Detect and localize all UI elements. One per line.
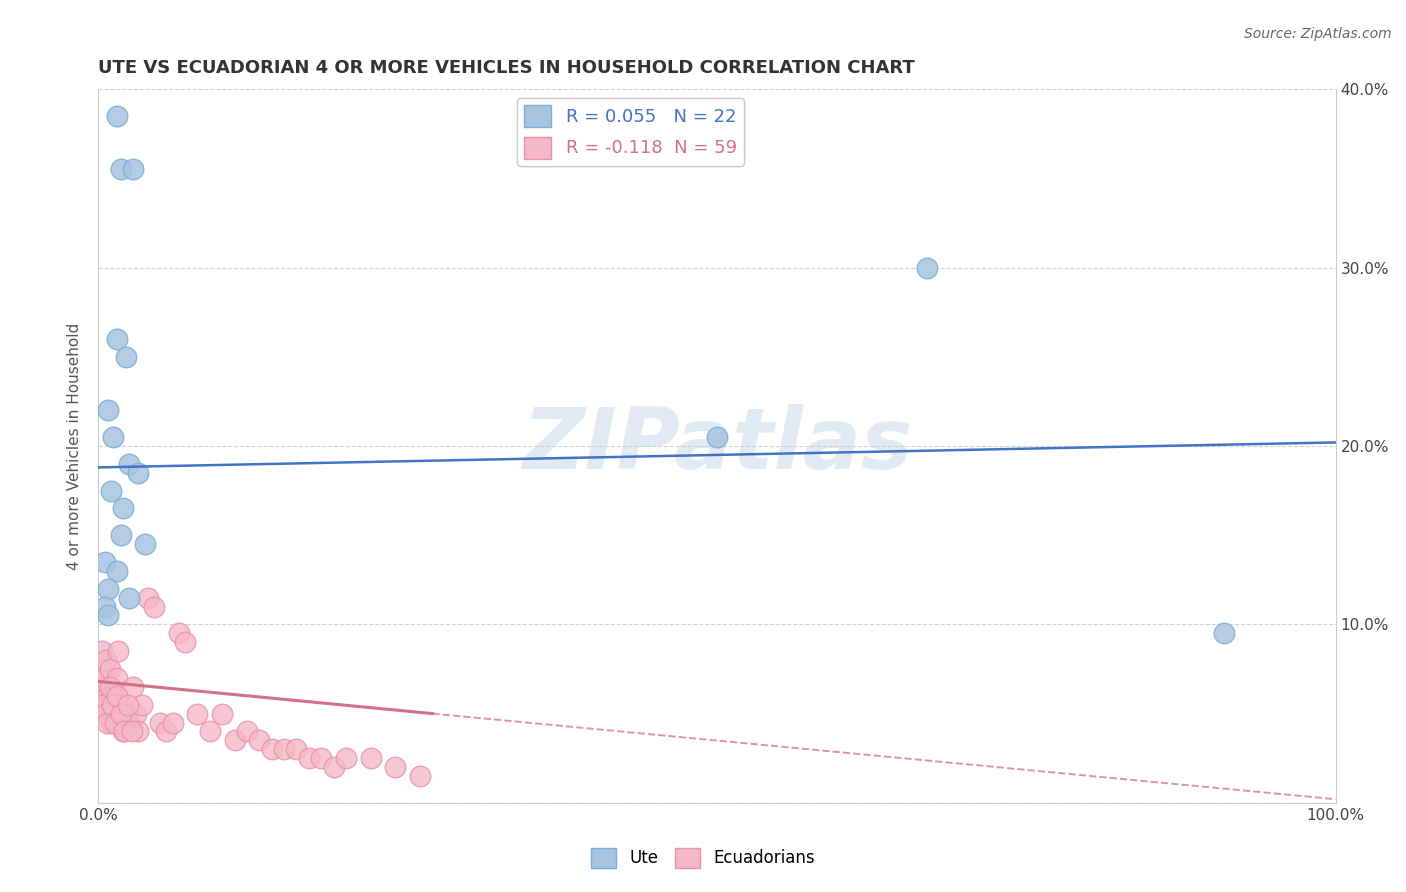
Point: [105, 109, 128, 123]
Point: [110, 528, 132, 542]
Point: [90, 662, 112, 676]
Point: [118, 457, 141, 471]
Point: [100, 689, 122, 703]
Point: [247, 733, 270, 747]
Point: [127, 724, 149, 739]
Point: [149, 715, 172, 730]
Point: [122, 162, 145, 177]
Point: [93, 671, 115, 685]
Point: [112, 724, 135, 739]
Point: [91, 698, 114, 712]
Text: ZIPatlas: ZIPatlas: [522, 404, 912, 488]
Point: [96, 715, 118, 730]
Point: [93, 698, 115, 712]
Point: [118, 715, 141, 730]
Point: [101, 698, 124, 712]
Point: [198, 724, 221, 739]
Point: [98, 662, 121, 676]
Point: [97, 582, 120, 596]
Point: [103, 689, 125, 703]
Text: UTE VS ECUADORIAN 4 OR MORE VEHICLES IN HOUSEHOLD CORRELATION CHART: UTE VS ECUADORIAN 4 OR MORE VEHICLES IN …: [98, 59, 915, 77]
Point: [335, 751, 357, 765]
Point: [174, 635, 197, 649]
Point: [112, 724, 135, 739]
Point: [105, 332, 128, 346]
Point: [98, 680, 121, 694]
Point: [143, 599, 166, 614]
Point: [110, 698, 132, 712]
Point: [155, 724, 177, 739]
Point: [97, 698, 120, 712]
Point: [136, 591, 159, 605]
Point: [103, 715, 125, 730]
Point: [322, 760, 344, 774]
Point: [103, 706, 125, 721]
Point: [285, 742, 308, 756]
Point: [384, 760, 406, 774]
Point: [93, 680, 115, 694]
Point: [122, 680, 145, 694]
Point: [114, 706, 136, 721]
Point: [211, 706, 233, 721]
Point: [224, 733, 246, 747]
Point: [96, 689, 118, 703]
Point: [167, 626, 190, 640]
Point: [117, 698, 139, 712]
Point: [105, 564, 128, 578]
Point: [131, 698, 153, 712]
Point: [93, 706, 115, 721]
Point: [706, 430, 728, 444]
Point: [100, 483, 122, 498]
Point: [162, 715, 184, 730]
Point: [236, 724, 259, 739]
Point: [110, 706, 132, 721]
Point: [360, 751, 382, 765]
Point: [91, 644, 114, 658]
Text: Source: ZipAtlas.com: Source: ZipAtlas.com: [1244, 27, 1392, 41]
Point: [104, 715, 127, 730]
Point: [105, 671, 128, 685]
Point: [1213, 626, 1236, 640]
Point: [97, 608, 120, 623]
Point: [110, 162, 132, 177]
Point: [186, 706, 208, 721]
Point: [118, 591, 141, 605]
Point: [134, 537, 156, 551]
Legend: Ute, Ecuadorians: Ute, Ecuadorians: [585, 841, 821, 875]
Point: [105, 689, 128, 703]
Point: [103, 430, 125, 444]
Point: [260, 742, 283, 756]
Point: [917, 260, 939, 275]
Point: [114, 350, 136, 364]
Point: [309, 751, 332, 765]
Point: [112, 501, 135, 516]
Point: [127, 466, 149, 480]
Point: [124, 706, 146, 721]
Point: [100, 715, 122, 730]
Point: [93, 555, 115, 569]
Point: [97, 403, 120, 417]
Legend: R = 0.055   N = 22, R = -0.118  N = 59: R = 0.055 N = 22, R = -0.118 N = 59: [517, 98, 744, 166]
Point: [273, 742, 295, 756]
Y-axis label: 4 or more Vehicles in Household: 4 or more Vehicles in Household: [67, 322, 83, 570]
Point: [107, 644, 129, 658]
Point: [94, 653, 117, 667]
Point: [121, 724, 143, 739]
Point: [409, 769, 432, 783]
Point: [93, 599, 115, 614]
Point: [101, 698, 124, 712]
Point: [298, 751, 321, 765]
